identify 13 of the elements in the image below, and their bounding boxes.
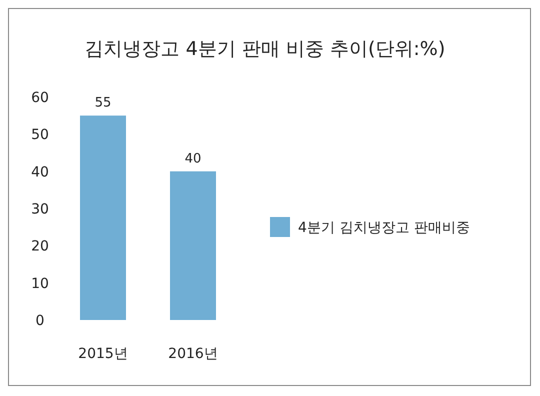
x-tick-label: 2016년 xyxy=(168,346,218,362)
y-tick-label: 60 xyxy=(31,90,49,106)
legend-label: 4분기 김치냉장고 판매비중 xyxy=(298,220,470,236)
y-tick-label: 50 xyxy=(31,127,49,144)
y-tick-label: 30 xyxy=(31,202,49,218)
x-tick-label: 2015년 xyxy=(78,346,128,362)
y-tick-label: 40 xyxy=(31,164,49,180)
data-label: 55 xyxy=(94,96,112,111)
y-tick-label: 20 xyxy=(31,238,49,255)
data-label: 40 xyxy=(184,151,202,166)
chart-title: 김치냉장고 4분기 판매 비중 추이(단위:%) xyxy=(84,38,446,60)
y-tick-label: 0 xyxy=(36,313,44,329)
y-tick-label: 10 xyxy=(31,276,49,292)
